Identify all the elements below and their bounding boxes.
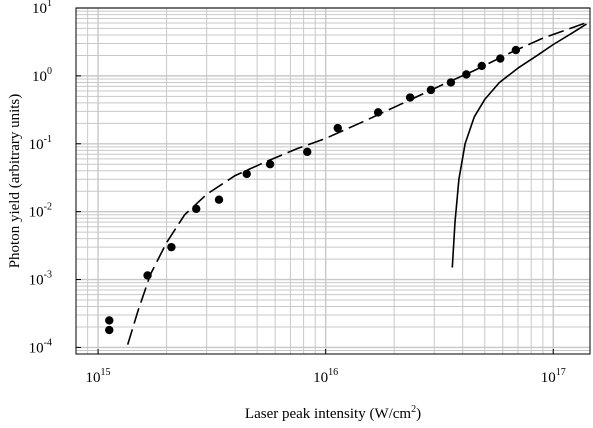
x-tick-label: 1016 (313, 367, 338, 386)
x-axis-label-superscript: 2 (411, 404, 416, 415)
y-tick-label: 100 (32, 66, 52, 85)
data-point (303, 147, 312, 157)
x-tick-label: 1017 (541, 367, 566, 386)
data-point (167, 242, 176, 252)
data-point (333, 123, 342, 133)
y-tick-label: 101 (32, 0, 52, 17)
y-tick-label: 10-1 (29, 134, 52, 153)
y-tick-label: 10-2 (29, 202, 52, 221)
data-point (265, 160, 275, 169)
solid-curve (451, 23, 587, 268)
x-axis-label: Laser peak intensity (W/cm2) (245, 404, 421, 422)
dashed-curve (126, 22, 586, 345)
plot-frame (75, 7, 591, 355)
axis-ticks: 1015 1016 1017 10-4 10-3 10-2 10-1 100 101 (29, 0, 566, 386)
data-point (105, 316, 114, 325)
data-point (462, 70, 471, 79)
series-layer (105, 22, 587, 345)
grid (75, 7, 590, 355)
y-tick-label: 10-3 (29, 270, 52, 289)
data-point (214, 195, 224, 204)
data-point (242, 169, 251, 179)
x-axis-label-tail: ) (416, 406, 421, 422)
x-axis-label-main: Laser peak intensity (W/cm (245, 406, 412, 422)
data-point (105, 325, 114, 335)
x-tick-label: 1015 (86, 367, 111, 386)
y-tick-label: 10-4 (29, 337, 52, 356)
plot-background (76, 8, 590, 354)
y-axis-label: Photon yield (arbitrary units) (7, 94, 23, 269)
